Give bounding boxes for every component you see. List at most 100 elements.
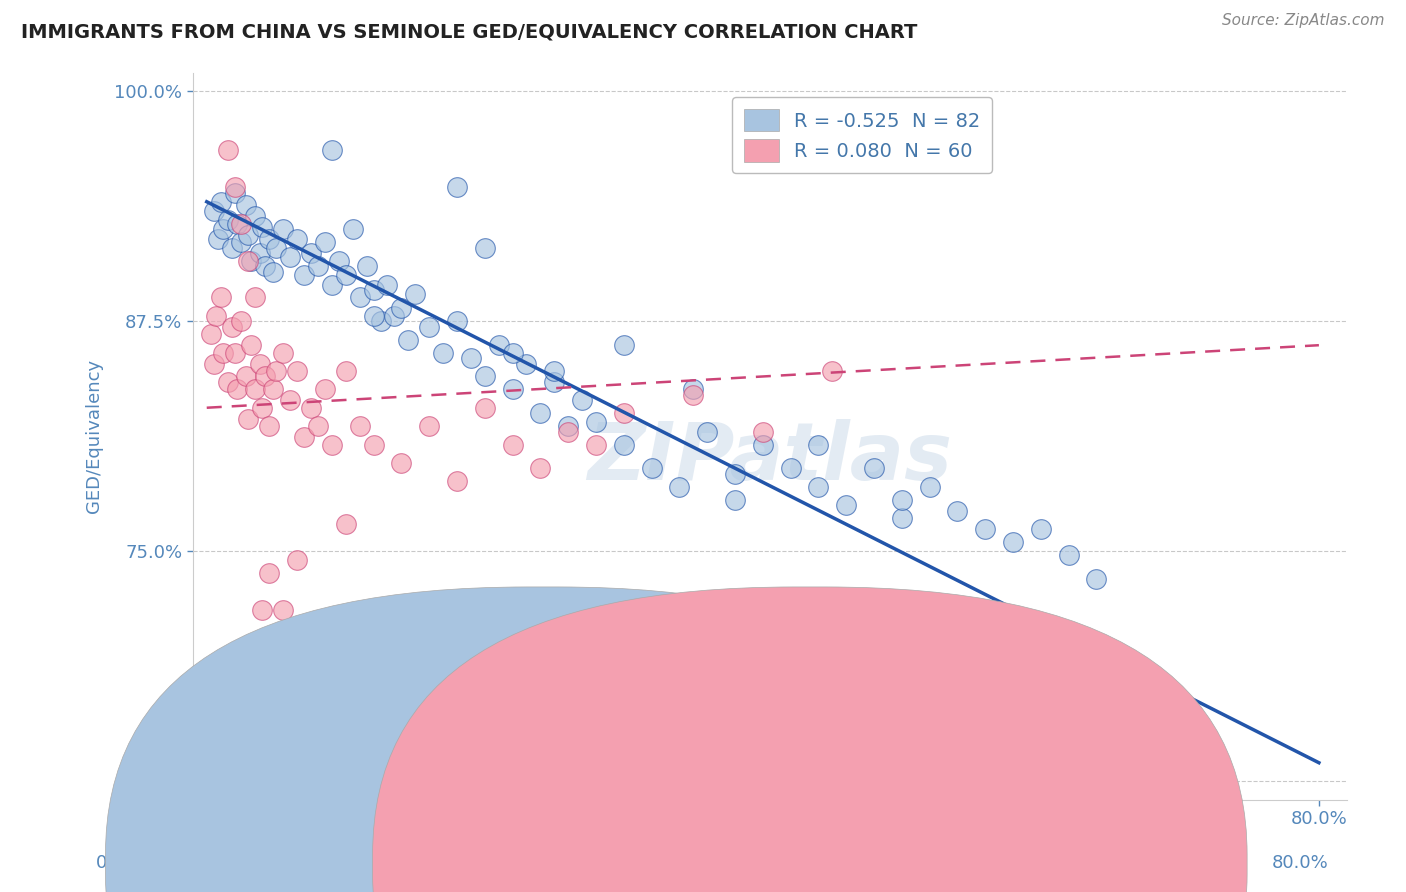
Point [231, 235, 253, 250]
Point [252, 401, 274, 415]
Point [307, 614, 329, 628]
Point [217, 375, 239, 389]
Point [682, 388, 704, 402]
Point [502, 437, 524, 451]
Point [1099, 676, 1122, 690]
Point [396, 333, 419, 347]
Point [585, 737, 607, 751]
Point [384, 309, 406, 323]
Point [974, 522, 997, 536]
Point [307, 259, 329, 273]
Point [918, 480, 941, 494]
Text: IMMIGRANTS FROM CHINA VS SEMINOLE GED/EQUIVALENCY CORRELATION CHART: IMMIGRANTS FROM CHINA VS SEMINOLE GED/EQ… [21, 22, 918, 41]
Point [377, 277, 399, 292]
Point [863, 461, 886, 475]
Point [807, 437, 830, 451]
Point [640, 461, 662, 475]
Point [264, 241, 287, 255]
Point [285, 231, 308, 245]
Point [1197, 884, 1219, 892]
Point [212, 222, 235, 236]
Point [613, 338, 636, 352]
Point [224, 180, 246, 194]
Point [752, 425, 775, 439]
Point [217, 143, 239, 157]
Point [779, 461, 801, 475]
Point [418, 419, 440, 434]
Point [474, 706, 496, 720]
Point [1085, 572, 1108, 586]
Point [226, 217, 249, 231]
Point [474, 401, 496, 415]
Point [356, 259, 378, 273]
Point [821, 364, 844, 378]
Point [249, 246, 271, 260]
Text: ZIPatlas: ZIPatlas [588, 419, 952, 497]
Point [363, 309, 385, 323]
Point [557, 425, 579, 439]
Point [285, 364, 308, 378]
Point [221, 241, 243, 255]
Point [418, 319, 440, 334]
Point [217, 213, 239, 227]
Point [446, 314, 468, 328]
Point [432, 345, 454, 359]
Point [207, 231, 229, 245]
Point [349, 419, 371, 434]
Point [235, 198, 257, 212]
Point [446, 475, 468, 489]
Point [668, 480, 690, 494]
Point [515, 357, 537, 371]
Point [299, 246, 322, 260]
Point [226, 382, 249, 396]
Point [682, 382, 704, 396]
Point [262, 382, 284, 396]
Point [389, 456, 412, 470]
Point [1057, 548, 1080, 562]
Point [890, 511, 912, 525]
Point [321, 277, 343, 292]
Point [205, 309, 228, 323]
Point [209, 194, 232, 209]
Point [342, 222, 364, 236]
Point [890, 853, 912, 867]
Point [613, 406, 636, 420]
Point [240, 338, 263, 352]
Point [285, 553, 308, 567]
Point [724, 467, 747, 481]
Point [557, 419, 579, 434]
Text: 80.0%: 80.0% [1272, 855, 1329, 872]
Point [363, 437, 385, 451]
Point [488, 338, 510, 352]
Text: Immigrants from China: Immigrants from China [534, 855, 759, 872]
Point [890, 492, 912, 507]
Point [389, 645, 412, 659]
Point [696, 769, 718, 783]
Point [212, 345, 235, 359]
Point [585, 416, 607, 430]
Text: 0.0%: 0.0% [96, 855, 141, 872]
Point [271, 603, 294, 617]
Point [696, 425, 718, 439]
Point [254, 259, 277, 273]
Point [240, 253, 263, 268]
Legend: R = -0.525  N = 82, R = 0.080  N = 60: R = -0.525 N = 82, R = 0.080 N = 60 [733, 97, 993, 173]
Point [254, 369, 277, 384]
Point [292, 268, 315, 283]
Point [543, 364, 565, 378]
Point [259, 231, 281, 245]
Point [502, 382, 524, 396]
Point [235, 369, 257, 384]
Point [224, 186, 246, 200]
Point [278, 393, 301, 408]
Point [271, 222, 294, 236]
Point [474, 241, 496, 255]
Point [585, 437, 607, 451]
Point [529, 406, 551, 420]
Point [278, 250, 301, 264]
Point [529, 461, 551, 475]
Point [262, 265, 284, 279]
Point [259, 419, 281, 434]
Point [370, 314, 392, 328]
Point [474, 369, 496, 384]
